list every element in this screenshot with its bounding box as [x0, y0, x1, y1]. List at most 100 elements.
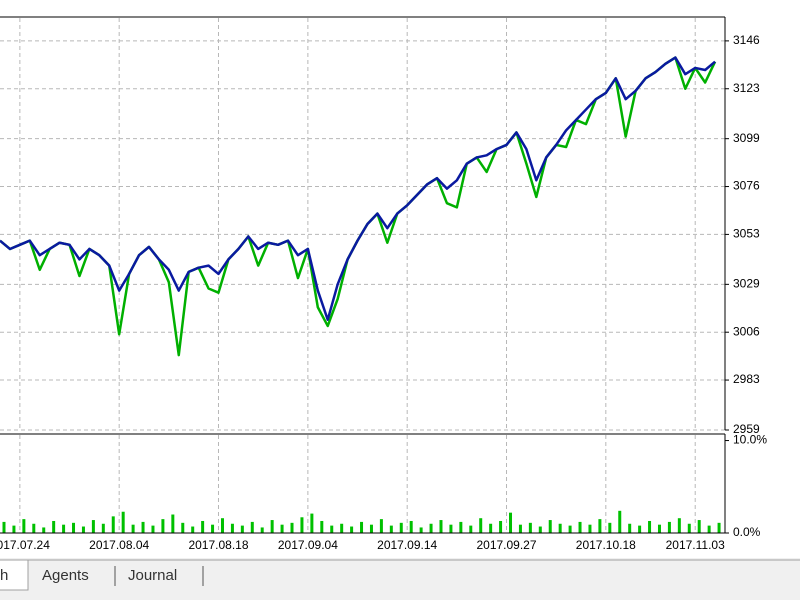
bar: [270, 520, 274, 533]
x-tick-label: 2017.10.18: [576, 538, 636, 552]
bar: [677, 518, 681, 533]
bar: [687, 523, 691, 533]
bar: [618, 510, 622, 533]
tab-label[interactable]: Agents: [42, 567, 89, 584]
bar: [121, 511, 125, 533]
bar: [389, 525, 393, 533]
bar: [300, 517, 304, 533]
y-tick-label: 2959: [733, 422, 760, 436]
bar: [489, 523, 493, 533]
bar: [509, 512, 513, 533]
x-tick-label: 2017.07.24: [0, 538, 50, 552]
plot: 3146 3123 3099 3076 3053 3029 3006 2983 295910.0…: [0, 16, 767, 552]
bar: [340, 523, 344, 533]
y-tick-label: 3006: [733, 324, 760, 338]
bar: [310, 513, 314, 533]
bar: [81, 526, 85, 533]
y-tick-label: 3123: [733, 81, 760, 95]
bar: [360, 521, 364, 533]
bar: [419, 527, 423, 533]
bar: [568, 525, 572, 533]
bar: [230, 523, 234, 533]
bar: [479, 518, 483, 533]
bar: [111, 516, 115, 533]
bar: [469, 525, 473, 533]
bar: [350, 526, 354, 533]
y-tick-label: 3146: [733, 33, 760, 47]
y-tick-label: 3099: [733, 131, 760, 145]
bar: [42, 527, 46, 533]
x-tick-label: 2017.11.03: [666, 538, 725, 552]
bar: [72, 522, 76, 533]
bar: [32, 523, 36, 533]
bar: [280, 524, 284, 533]
x-tick-label: 2017.08.04: [89, 538, 149, 552]
bar: [330, 525, 334, 533]
x-tick-label: 2017.09.04: [278, 538, 338, 552]
bar: [240, 525, 244, 533]
bar: [628, 523, 632, 533]
bar: [399, 522, 403, 533]
bar: [201, 520, 205, 533]
bar: [250, 521, 254, 533]
bar: [151, 525, 155, 533]
bar: [598, 519, 602, 533]
y-tick-label: 3053: [733, 227, 760, 241]
bar: [191, 526, 195, 533]
bar: [141, 521, 145, 533]
tab-label[interactable]: Journal: [128, 567, 177, 584]
bar: [449, 524, 453, 533]
bar: [260, 527, 264, 533]
active-tab[interactable]: [0, 559, 29, 591]
bar: [429, 523, 433, 533]
bar: [528, 522, 532, 533]
bar: [379, 519, 383, 533]
bar: [707, 525, 711, 533]
bar: [538, 526, 542, 533]
bar: [320, 520, 324, 533]
bar: [499, 520, 503, 533]
bar: [459, 521, 463, 533]
bar: [439, 520, 443, 533]
bar: [220, 518, 224, 533]
bar: [588, 524, 592, 533]
bar: [211, 524, 215, 533]
x-tick-label: 2017.09.14: [377, 538, 437, 552]
bar: [369, 524, 373, 533]
bar: [558, 523, 562, 533]
bar: [290, 522, 294, 533]
bar: [667, 521, 671, 533]
series-line: [0, 56, 716, 321]
bar: [131, 524, 135, 533]
bar: [608, 522, 612, 533]
bar: [12, 525, 16, 533]
bar: [161, 519, 165, 533]
bar: [648, 520, 652, 533]
bar: [548, 520, 552, 533]
tab-bar: [0, 558, 800, 600]
bar: [62, 524, 66, 533]
bar: [409, 520, 413, 533]
y-tick-label: 2983: [733, 372, 760, 386]
bar: [22, 519, 26, 533]
bar: [91, 520, 95, 533]
y-tick-label: 3029: [733, 277, 760, 291]
y-tick-label: 10.0%: [733, 433, 767, 447]
bar: [638, 525, 642, 533]
bar: [171, 514, 175, 533]
bar: [52, 520, 56, 533]
bar: [657, 524, 661, 533]
bar: [697, 520, 701, 533]
bar: [578, 521, 582, 533]
bar: [181, 522, 185, 533]
tab-label[interactable]: h: [0, 567, 8, 584]
bar: [101, 523, 105, 533]
bar: [717, 522, 721, 533]
x-tick-label: 2017.09.27: [476, 538, 536, 552]
bar: [518, 524, 522, 533]
bar: [2, 521, 6, 533]
y-tick-label: 3076: [733, 179, 760, 193]
